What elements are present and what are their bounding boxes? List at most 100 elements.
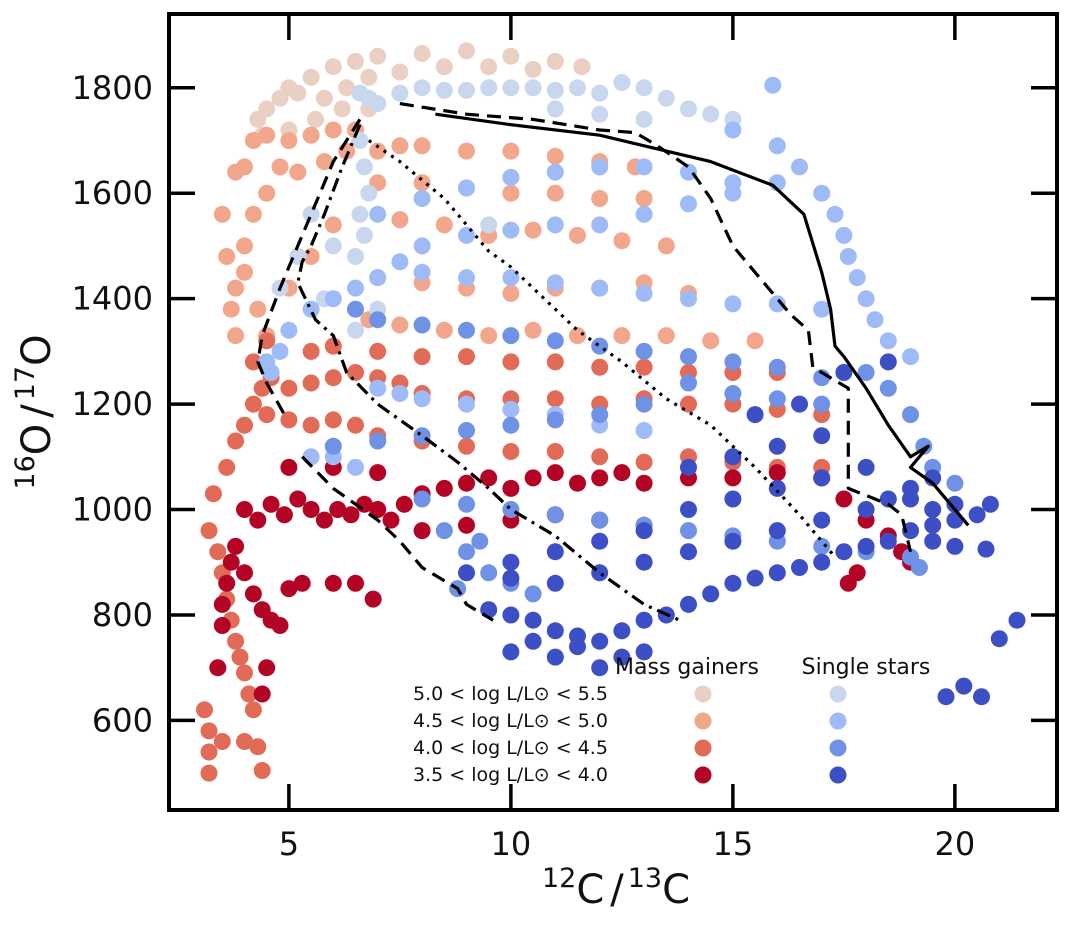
data-point-mass-gainers-4.5-5.0 <box>249 300 267 318</box>
data-point-single-stars-3.5-4.0 <box>635 611 653 629</box>
data-point-single-stars-4.0-4.5 <box>879 379 897 397</box>
data-point-single-stars-4.0-4.5 <box>591 511 609 529</box>
data-point-mass-gainers-3.5-4.0 <box>244 585 262 603</box>
data-point-single-stars-4.5-5.0 <box>413 237 431 255</box>
data-point-single-stars-4.5-5.0 <box>391 253 409 271</box>
data-point-mass-gainers-3.5-4.0 <box>222 553 240 571</box>
data-point-single-stars-4.5-5.0 <box>458 395 475 413</box>
data-point-mass-gainers-4.0-4.5 <box>324 411 342 429</box>
data-point-mass-gainers-4.0-4.5 <box>200 764 218 782</box>
points-layer <box>196 42 1026 782</box>
data-point-mass-gainers-3.5-4.0 <box>635 474 653 492</box>
data-point-single-stars-3.5-4.0 <box>546 622 564 640</box>
data-point-single-stars-3.5-4.0 <box>924 469 942 487</box>
data-point-mass-gainers-4.5-5.0 <box>435 321 453 339</box>
data-point-single-stars-5.0-5.5 <box>351 132 369 149</box>
data-point-mass-gainers-3.5-4.0 <box>218 574 236 592</box>
data-point-mass-gainers-3.5-4.0 <box>280 580 298 598</box>
data-point-mass-gainers-3.5-4.0 <box>347 574 364 592</box>
data-point-single-stars-4.5-5.0 <box>902 348 919 366</box>
data-point-single-stars-3.5-4.0 <box>613 622 631 640</box>
data-point-single-stars-3.5-4.0 <box>902 522 919 540</box>
data-point-mass-gainers-4.0-4.5 <box>218 458 236 476</box>
data-point-single-stars-3.5-4.0 <box>724 490 742 508</box>
data-point-single-stars-3.5-4.0 <box>924 516 942 534</box>
data-point-mass-gainers-3.5-4.0 <box>209 659 227 677</box>
data-point-single-stars-4.0-4.5 <box>369 432 387 450</box>
data-point-mass-gainers-4.0-4.5 <box>240 685 258 703</box>
data-point-mass-gainers-4.0-4.5 <box>324 337 342 355</box>
data-point-single-stars-5.0-5.5 <box>458 81 475 99</box>
data-point-mass-gainers-4.0-4.5 <box>227 432 245 450</box>
data-point-single-stars-3.5-4.0 <box>879 532 897 550</box>
x-label-base-b: C <box>662 867 690 913</box>
data-point-mass-gainers-4.5-5.0 <box>480 327 498 345</box>
data-point-single-stars-4.5-5.0 <box>635 158 653 176</box>
data-point-single-stars-4.0-4.5 <box>910 559 928 576</box>
data-point-single-stars-4.0-4.5 <box>502 327 520 345</box>
data-point-single-stars-5.0-5.5 <box>569 79 586 97</box>
data-point-single-stars-4.5-5.0 <box>724 295 742 313</box>
x-label-slash: / <box>610 867 624 913</box>
data-point-single-stars-5.0-5.5 <box>355 226 373 244</box>
data-point-single-stars-3.5-4.0 <box>835 364 853 381</box>
data-point-mass-gainers-4.0-4.5 <box>591 358 609 376</box>
data-point-mass-gainers-4.5-5.0 <box>657 327 675 345</box>
data-point-single-stars-4.0-4.5 <box>502 501 520 518</box>
data-point-single-stars-3.5-4.0 <box>524 611 542 629</box>
data-point-mass-gainers-4.0-4.5 <box>324 369 342 387</box>
track-lines-layer <box>256 102 970 622</box>
data-point-mass-gainers-3.5-4.0 <box>768 464 786 482</box>
x-label-sup-b: 13 <box>628 863 662 894</box>
data-point-single-stars-4.0-4.5 <box>502 416 520 434</box>
data-point-mass-gainers-4.5-5.0 <box>236 237 253 255</box>
data-point-single-stars-3.5-4.0 <box>546 574 564 592</box>
data-point-mass-gainers-4.5-5.0 <box>289 163 307 181</box>
data-point-mass-gainers-4.5-5.0 <box>324 121 342 139</box>
axes-layer: 5 10 15 206008001000120014001600180012C/13C… <box>10 12 1059 913</box>
legend-marker-single-stars <box>829 766 847 784</box>
track-line-dashed-4 <box>301 455 494 622</box>
data-point-single-stars-3.5-4.0 <box>768 479 786 497</box>
data-point-single-stars-3.5-4.0 <box>458 564 475 582</box>
data-point-mass-gainers-5.0-5.5 <box>413 45 431 62</box>
data-point-mass-gainers-4.5-5.0 <box>524 221 542 239</box>
data-point-mass-gainers-3.5-4.0 <box>546 464 564 482</box>
data-point-mass-gainers-4.5-5.0 <box>236 263 253 281</box>
data-point-single-stars-3.5-4.0 <box>902 490 919 508</box>
y-label-base-a: O <box>14 424 60 455</box>
data-point-mass-gainers-4.0-4.5 <box>458 437 475 455</box>
data-point-mass-gainers-4.5-5.0 <box>244 205 262 223</box>
data-point-mass-gainers-4.5-5.0 <box>258 184 276 202</box>
data-point-single-stars-4.5-5.0 <box>324 290 342 308</box>
data-point-single-stars-4.0-4.5 <box>546 411 564 429</box>
data-point-single-stars-4.0-4.5 <box>471 532 489 550</box>
data-point-single-stars-3.5-4.0 <box>879 490 897 508</box>
data-point-single-stars-4.0-4.5 <box>724 385 742 402</box>
data-point-single-stars-4.5-5.0 <box>591 279 609 297</box>
data-point-single-stars-4.0-4.5 <box>680 374 697 392</box>
data-point-mass-gainers-3.5-4.0 <box>435 479 453 497</box>
data-point-mass-gainers-3.5-4.0 <box>280 458 298 476</box>
data-point-mass-gainers-4.0-4.5 <box>213 733 231 750</box>
data-point-single-stars-4.5-5.0 <box>391 385 409 402</box>
data-point-mass-gainers-3.5-4.0 <box>302 501 320 518</box>
data-point-mass-gainers-4.0-4.5 <box>236 733 253 750</box>
data-point-mass-gainers-4.5-5.0 <box>435 216 453 234</box>
data-point-single-stars-5.0-5.5 <box>680 100 697 118</box>
data-point-mass-gainers-4.0-4.5 <box>347 416 364 434</box>
track-line-dashed-1 <box>399 102 913 553</box>
data-point-mass-gainers-4.5-5.0 <box>280 132 298 149</box>
data-point-mass-gainers-4.0-4.5 <box>280 379 298 397</box>
data-point-single-stars-4.5-5.0 <box>302 448 320 466</box>
legend: Mass gainers Single stars 5.0 < log L/L⊙ <… <box>413 655 930 786</box>
data-point-single-stars-4.5-5.0 <box>591 158 609 176</box>
data-point-single-stars-3.5-4.0 <box>768 437 786 455</box>
data-point-single-stars-3.5-4.0 <box>791 395 808 413</box>
data-point-mass-gainers-3.5-4.0 <box>724 469 742 487</box>
data-point-single-stars-4.0-4.5 <box>369 311 387 329</box>
data-point-mass-gainers-3.5-4.0 <box>458 474 475 492</box>
data-point-single-stars-5.0-5.5 <box>369 95 387 113</box>
data-point-single-stars-4.5-5.0 <box>502 168 520 186</box>
